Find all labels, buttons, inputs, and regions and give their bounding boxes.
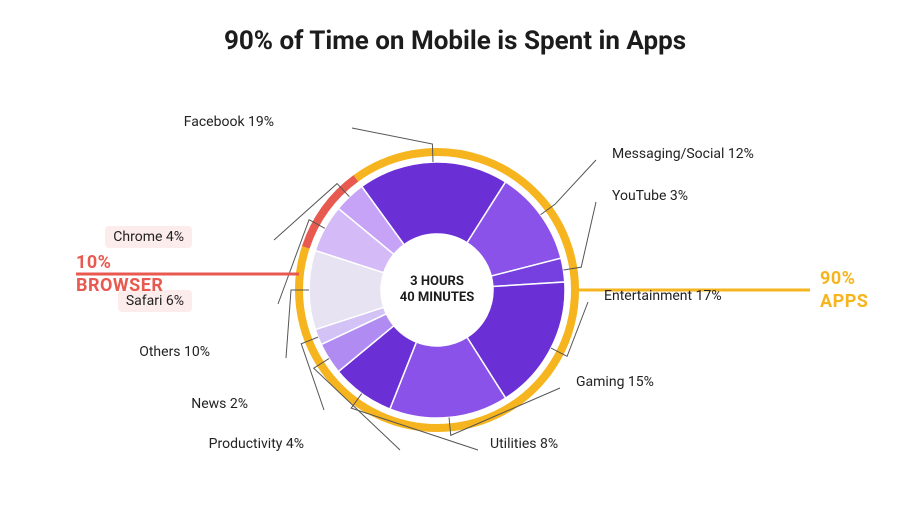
infographic-stage: 90% of Time on Mobile is Spent in Apps 3… bbox=[0, 0, 910, 510]
group-apps-pct: 90% bbox=[820, 268, 868, 291]
group-apps-word: APPS bbox=[820, 291, 868, 314]
group-browser-pct: 10% bbox=[76, 252, 163, 275]
group-browser-word: BROWSER bbox=[76, 275, 163, 298]
group-label-apps: 90% APPS bbox=[820, 268, 868, 313]
group-label-browser: 10% BROWSER bbox=[76, 252, 163, 297]
